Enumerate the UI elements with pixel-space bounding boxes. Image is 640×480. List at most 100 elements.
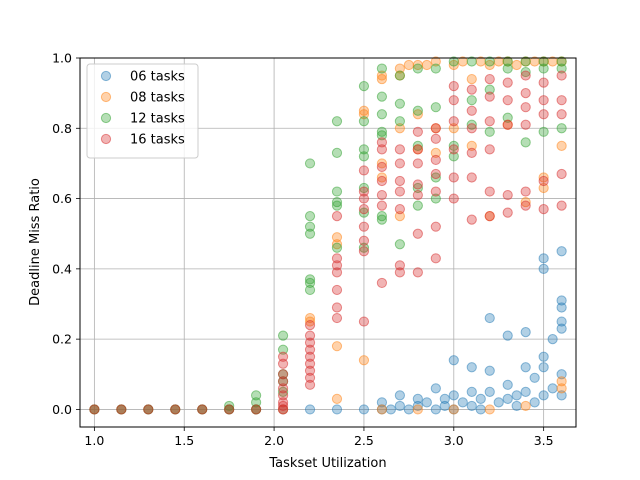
data-point: [538, 263, 549, 274]
data-point: [430, 56, 441, 67]
data-point: [403, 404, 414, 415]
data-point: [556, 390, 567, 401]
data-point: [520, 400, 531, 412]
data-point: [466, 95, 477, 106]
data-point: [331, 267, 343, 278]
data-point: [502, 63, 513, 74]
data-point: [466, 172, 477, 183]
data-point: [277, 404, 289, 415]
data-point: [304, 351, 316, 362]
data-point: [430, 383, 441, 394]
data-point: [520, 88, 531, 99]
data-point: [304, 316, 316, 327]
data-point: [448, 390, 459, 401]
data-point: [358, 116, 370, 127]
x-tick-label: 3.0: [444, 433, 464, 448]
data-point: [421, 59, 432, 71]
data-point: [331, 211, 343, 222]
data-point: [412, 267, 423, 278]
data-point: [304, 344, 316, 355]
data-point: [304, 284, 316, 296]
data-point: [143, 404, 154, 415]
data-point: [376, 277, 388, 289]
data-point: [466, 73, 477, 85]
data-point: [304, 211, 316, 222]
data-point: [376, 130, 388, 141]
data-point: [556, 323, 567, 334]
data-point: [304, 358, 316, 369]
data-point: [412, 400, 423, 412]
data-point: [502, 95, 513, 106]
data-point: [331, 253, 343, 264]
data-point: [394, 123, 405, 134]
data-point: [547, 334, 558, 345]
plot-frame: [79, 57, 577, 428]
legend-label: 12 tasks: [130, 112, 185, 127]
data-point: [224, 404, 235, 415]
data-point: [466, 214, 477, 225]
data-point: [511, 390, 522, 401]
data-point: [403, 59, 414, 71]
data-point: [529, 397, 540, 408]
data-point: [376, 63, 388, 74]
data-point: [197, 404, 208, 415]
data-point: [502, 119, 513, 130]
data-point: [484, 404, 495, 415]
data-point: [412, 126, 423, 137]
data-point: [394, 239, 405, 250]
data-point: [457, 397, 468, 408]
data-point: [394, 116, 405, 127]
data-point: [331, 196, 343, 208]
data-point: [556, 95, 567, 106]
data-point: [520, 362, 531, 373]
data-point: [331, 186, 343, 197]
data-point: [331, 200, 343, 211]
data-point: [439, 393, 450, 404]
data-point: [331, 393, 343, 404]
data-point: [556, 383, 567, 394]
data-point: [484, 365, 495, 376]
data-point: [556, 295, 567, 306]
data-point: [304, 158, 316, 169]
data-point: [394, 70, 405, 81]
data-point: [520, 119, 531, 130]
data-point: [251, 390, 262, 401]
data-point: [466, 147, 477, 158]
data-point: [466, 123, 477, 134]
data-point: [412, 179, 423, 190]
data-point: [556, 123, 567, 134]
data-point: [502, 393, 513, 404]
data-point: [538, 351, 549, 362]
data-point: [376, 397, 388, 408]
data-point: [466, 119, 477, 130]
data-point: [556, 316, 567, 327]
data-point: [331, 260, 343, 271]
data-point: [520, 196, 531, 208]
legend: 06 tasks 08 tasks 12 tasks 16 tasks: [86, 63, 199, 159]
data-point: [89, 404, 100, 415]
data-point: [385, 404, 396, 415]
data-point: [224, 400, 235, 412]
data-point: [439, 400, 450, 412]
data-point: [358, 105, 370, 116]
data-point: [466, 386, 477, 397]
data-point: [430, 154, 441, 166]
data-point: [520, 386, 531, 397]
data-point: [304, 228, 316, 239]
data-point: [484, 144, 495, 155]
data-point: [376, 161, 388, 173]
data-point: [412, 109, 423, 120]
data-point: [394, 158, 405, 169]
data-point: [412, 228, 423, 239]
data-point: [502, 379, 513, 390]
data-point: [358, 165, 370, 176]
data-point: [304, 372, 316, 383]
data-point: [277, 351, 289, 362]
data-point: [466, 362, 477, 373]
data-point: [277, 369, 289, 380]
data-point: [448, 172, 459, 183]
data-point: [412, 63, 423, 74]
data-point: [394, 400, 405, 412]
series-2-points: [89, 56, 567, 415]
data-point: [412, 158, 423, 169]
